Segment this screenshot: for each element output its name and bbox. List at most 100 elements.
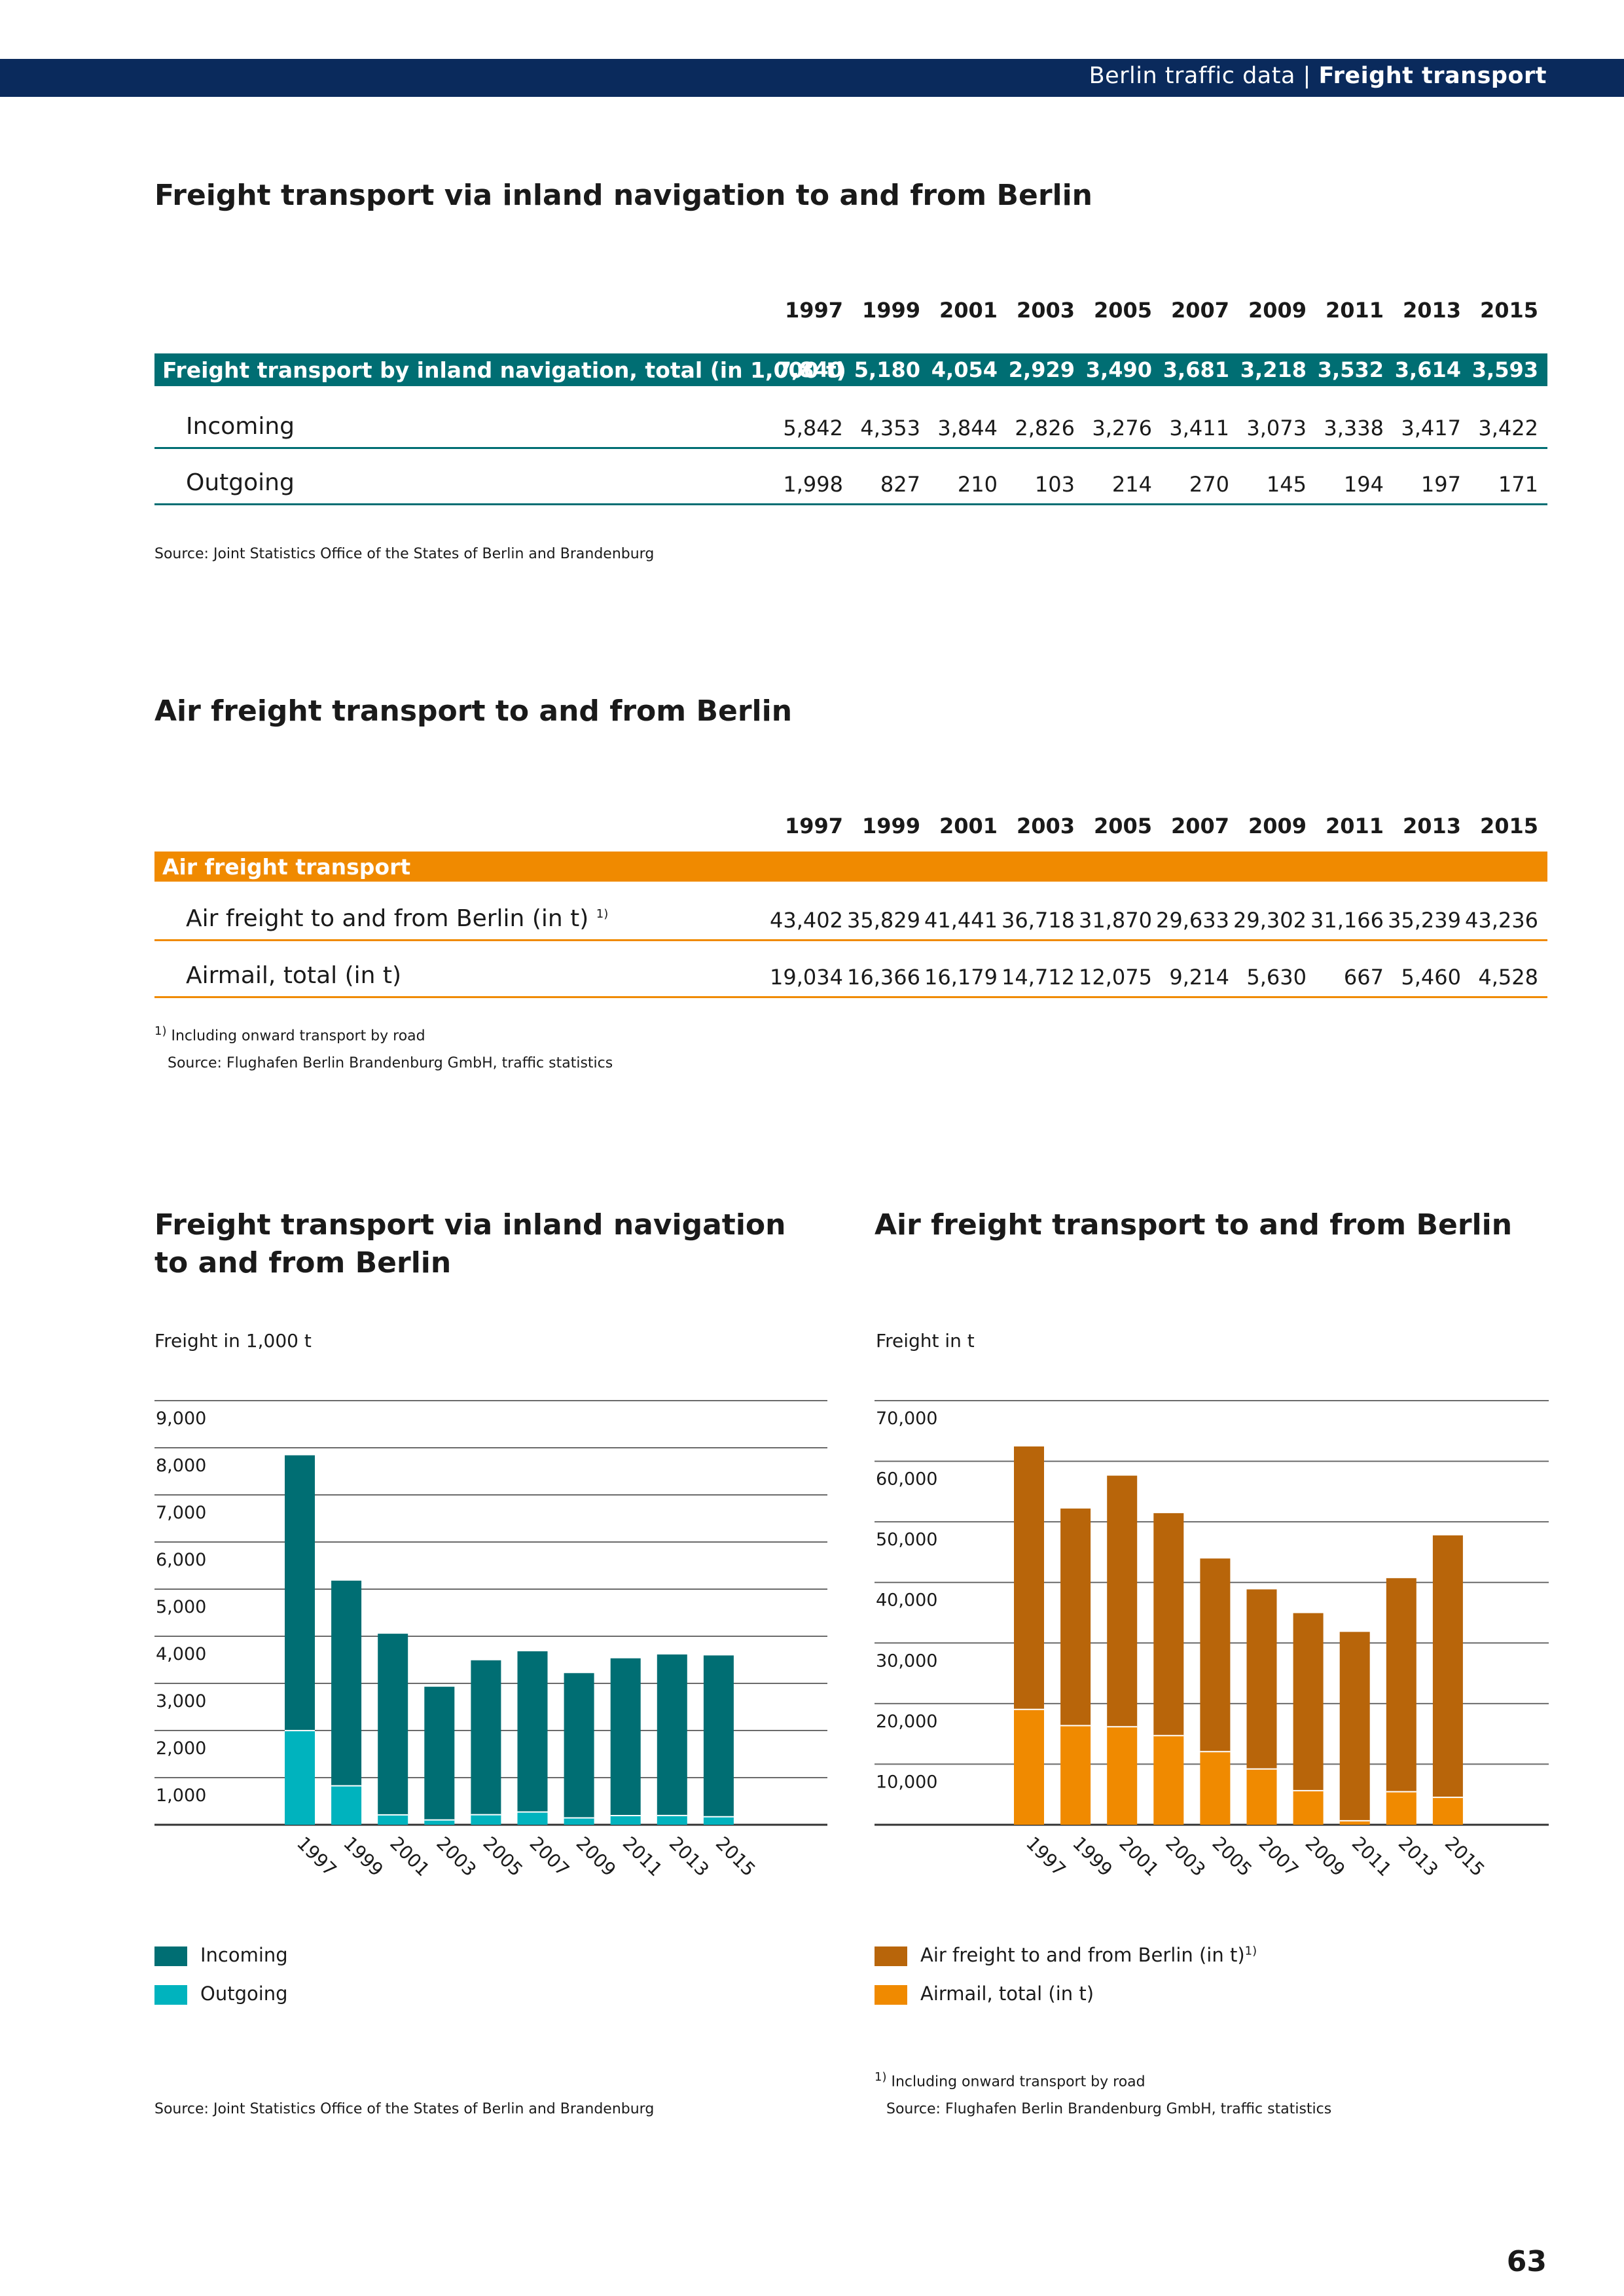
table1-total-label: Freight transport by inland navigation, … — [162, 357, 846, 383]
table1-year-header: 1997 1999 2001 2003 2005 2007 2009 2011 2013 2015 — [154, 298, 1547, 327]
chart2-unit-label: Freight in t — [876, 1330, 975, 1352]
table-cell: 3,417 — [1401, 416, 1461, 440]
bar-incoming-2013 — [657, 1654, 687, 1816]
y-tick-label: 10,000 — [876, 1772, 937, 1792]
chart1-title-line2: to and from Berlin — [154, 1246, 452, 1280]
table-cell: 1,998 — [783, 472, 843, 497]
table-cell: 14,712 — [1001, 965, 1075, 990]
x-tick-label: 2011 — [619, 1833, 667, 1881]
bar-air-freight-to-and-from-berlin-in-t-2005 — [1200, 1558, 1231, 1752]
bar-incoming-1997 — [285, 1455, 315, 1731]
x-tick-label: 2009 — [572, 1833, 621, 1881]
y-tick-label: 6,000 — [156, 1550, 206, 1570]
y-tick-label: 8,000 — [156, 1456, 206, 1476]
legend-label: Airmail, total (in t) — [920, 1982, 1094, 2005]
year-header-cell: 2009 — [1248, 298, 1307, 323]
bar-air-freight-to-and-from-berlin-in-t-2003 — [1153, 1513, 1184, 1736]
total-value-cell: 3,218 — [1240, 357, 1307, 382]
table-cell: 31,166 — [1310, 908, 1384, 933]
bar-air-freight-to-and-from-berlin-in-t-2015 — [1432, 1535, 1463, 1798]
year-header-cell: 1999 — [861, 814, 920, 838]
bar-airmail-total-in-t-2003 — [1153, 1735, 1184, 1825]
year-header-cell: 1997 — [784, 814, 843, 838]
table-cell: 145 — [1266, 472, 1307, 497]
y-tick-label: 40,000 — [876, 1590, 937, 1611]
x-tick-label: 2007 — [526, 1833, 574, 1881]
bar-incoming-1999 — [331, 1581, 362, 1786]
table-cell: 103 — [1034, 472, 1075, 497]
x-tick-label: 2007 — [1255, 1833, 1303, 1881]
x-tick-label: 2003 — [1161, 1833, 1210, 1881]
bar-incoming-2009 — [564, 1673, 594, 1818]
table1-title: Freight transport via inland navigation … — [154, 179, 1093, 212]
y-tick-label: 70,000 — [876, 1408, 937, 1429]
year-header-cell: 2001 — [939, 298, 998, 323]
bar-airmail-total-in-t-1997 — [1014, 1709, 1044, 1825]
table-cell: 3,844 — [937, 416, 998, 440]
bar-outgoing-2003 — [424, 1820, 455, 1825]
x-tick-label: 1997 — [293, 1833, 341, 1881]
legend-label: Outgoing — [200, 1982, 288, 2005]
footnote-marker: 1) — [875, 2070, 887, 2084]
table1-row-incoming: Incoming 5,842 4,353 3,844 2,826 3,276 3,411 3… — [154, 409, 1547, 449]
chart1-title: Freight transport via inland navigation … — [154, 1206, 785, 1282]
table-cell: 4,528 — [1478, 965, 1538, 990]
table2-title: Air freight transport to and from Berlin — [154, 694, 793, 728]
legend-swatch — [875, 1985, 907, 2005]
bar-outgoing-2013 — [657, 1815, 687, 1825]
total-value-cell: 2,929 — [1008, 357, 1075, 382]
table1-total-row: Freight transport by inland navigation, … — [154, 353, 1547, 386]
legend-swatch — [875, 1946, 907, 1966]
year-header-cell: 2015 — [1479, 298, 1538, 323]
year-header-cell: 2011 — [1325, 814, 1384, 838]
table-cell: 197 — [1420, 472, 1461, 497]
table2-row-airmail: Airmail, total (in t) 19,034 16,366 16,179… — [154, 958, 1547, 998]
table-cell: 4,353 — [860, 416, 920, 440]
bar-airmail-total-in-t-2015 — [1432, 1797, 1463, 1825]
bar-outgoing-2009 — [564, 1818, 594, 1825]
y-tick-label: 30,000 — [876, 1651, 937, 1671]
year-header-cell: 2013 — [1402, 298, 1461, 323]
y-tick-label: 2,000 — [156, 1738, 206, 1759]
table-cell: 270 — [1189, 472, 1229, 497]
bar-airmail-total-in-t-2001 — [1107, 1727, 1138, 1825]
header-separator: | — [1303, 63, 1311, 89]
x-tick-label: 2005 — [478, 1833, 527, 1881]
chart2-source: Source: Flughafen Berlin Brandenburg Gmb… — [886, 2101, 1332, 2117]
bar-air-freight-to-and-from-berlin-in-t-2009 — [1293, 1613, 1324, 1791]
bar-incoming-2011 — [610, 1658, 641, 1816]
bar-air-freight-to-and-from-berlin-in-t-1999 — [1060, 1508, 1091, 1726]
table2-row-label-text: Air freight to and from Berlin (in t) — [186, 905, 589, 932]
table2-header-label: Air freight transport — [162, 854, 411, 880]
table-cell: 5,842 — [783, 416, 843, 440]
x-tick-label: 1997 — [1022, 1833, 1070, 1881]
total-value-cell: 3,681 — [1163, 357, 1229, 382]
table-cell: 43,236 — [1465, 908, 1538, 933]
y-tick-label: 3,000 — [156, 1691, 206, 1712]
x-tick-label: 1999 — [1068, 1833, 1117, 1881]
year-header-cell: 1999 — [861, 298, 920, 323]
legend-swatch — [154, 1946, 187, 1966]
bar-outgoing-1999 — [331, 1785, 362, 1825]
total-value-cell: 3,593 — [1471, 357, 1538, 382]
x-tick-label: 2009 — [1301, 1833, 1350, 1881]
year-header-cell: 2013 — [1402, 814, 1461, 838]
bar-incoming-2001 — [378, 1634, 408, 1815]
table1-row-outgoing: Outgoing 1,998 827 210 103 214 270 145 194 197 17… — [154, 465, 1547, 505]
header-section: Berlin traffic data — [1089, 63, 1295, 89]
bar-airmail-total-in-t-2007 — [1246, 1768, 1277, 1825]
bar-outgoing-2007 — [517, 1812, 548, 1825]
table-cell: 16,179 — [924, 965, 998, 990]
bar-outgoing-2001 — [378, 1814, 408, 1825]
y-tick-label: 4,000 — [156, 1644, 206, 1664]
table-cell: 31,870 — [1079, 908, 1152, 933]
table-cell: 29,302 — [1233, 908, 1307, 933]
year-header-cell: 2007 — [1170, 298, 1229, 323]
table-cell: 5,630 — [1246, 965, 1307, 990]
year-header-cell: 2003 — [1016, 814, 1075, 838]
year-header-cell: 2015 — [1479, 814, 1538, 838]
table2-row-label: Airmail, total (in t) — [186, 962, 402, 989]
total-value-cell: 7,840 — [776, 357, 843, 382]
header-topic: Freight transport — [1318, 63, 1547, 89]
table-cell: 35,239 — [1388, 908, 1461, 933]
